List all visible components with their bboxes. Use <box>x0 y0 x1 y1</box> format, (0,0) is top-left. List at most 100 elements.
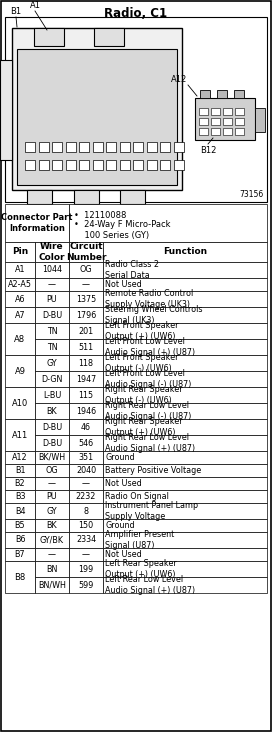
Bar <box>174 160 184 170</box>
Bar <box>103 403 267 419</box>
Bar <box>160 160 170 170</box>
Bar <box>103 278 267 291</box>
Text: Left Front Low Level
Audio Signal (+) (U87): Left Front Low Level Audio Signal (+) (U… <box>105 337 195 356</box>
Bar <box>35 464 69 477</box>
Text: B12: B12 <box>200 146 216 155</box>
Text: —: — <box>48 280 56 289</box>
Bar <box>103 371 267 387</box>
Bar <box>35 435 69 451</box>
Bar <box>25 142 35 152</box>
Text: Not Used: Not Used <box>105 479 142 488</box>
Text: GY: GY <box>47 507 57 515</box>
Text: GY: GY <box>47 359 57 367</box>
Text: Radio Class 2
Serial Data: Radio Class 2 Serial Data <box>105 261 159 280</box>
Text: 8: 8 <box>84 507 88 515</box>
Bar <box>103 519 267 532</box>
Bar <box>69 387 103 403</box>
Bar <box>103 503 267 519</box>
Text: 150: 150 <box>78 521 94 530</box>
Text: Wire
Color: Wire Color <box>39 242 65 262</box>
Bar <box>69 242 103 262</box>
Text: Right Rear Speaker
Output (-) (UW6): Right Rear Speaker Output (-) (UW6) <box>105 385 183 405</box>
Bar <box>103 355 267 371</box>
Text: Left Front Speaker
Output (+) (UW6): Left Front Speaker Output (+) (UW6) <box>105 321 178 340</box>
Bar <box>66 160 76 170</box>
Bar <box>92 160 103 170</box>
Bar <box>69 532 103 548</box>
Bar <box>103 451 267 464</box>
Bar <box>103 387 267 403</box>
Bar <box>5 419 35 451</box>
Bar <box>103 323 267 339</box>
Bar <box>35 323 69 339</box>
Bar <box>35 355 69 371</box>
Text: PU: PU <box>47 294 57 304</box>
Bar <box>69 464 103 477</box>
Text: —: — <box>82 479 90 488</box>
Text: 1796: 1796 <box>76 310 96 319</box>
Bar <box>35 307 69 323</box>
Bar <box>103 307 267 323</box>
Text: Left Front Low Level
Audio Signal (-) (U87): Left Front Low Level Audio Signal (-) (U… <box>105 370 191 389</box>
Text: A7: A7 <box>15 310 25 319</box>
Text: 73156: 73156 <box>240 190 264 199</box>
Bar <box>103 477 267 490</box>
Bar <box>69 548 103 561</box>
Bar <box>74 190 99 204</box>
Bar <box>27 190 52 204</box>
Bar <box>25 160 35 170</box>
Bar <box>133 142 143 152</box>
Bar <box>35 519 69 532</box>
Bar <box>199 118 208 125</box>
Bar <box>69 503 103 519</box>
Text: 351: 351 <box>78 453 94 462</box>
Text: B8: B8 <box>14 572 26 581</box>
Bar <box>119 142 129 152</box>
Text: B1: B1 <box>15 466 25 475</box>
Bar <box>199 108 208 115</box>
Bar <box>5 532 35 548</box>
Text: Instrument Panel Lamp
Supply Voltage: Instrument Panel Lamp Supply Voltage <box>105 501 198 520</box>
Bar <box>79 160 89 170</box>
Bar <box>69 519 103 532</box>
Text: 118: 118 <box>79 359 94 367</box>
Text: GY/BK: GY/BK <box>40 536 64 545</box>
Text: B6: B6 <box>15 536 25 545</box>
Bar <box>103 291 267 307</box>
Text: BK: BK <box>47 521 57 530</box>
Bar <box>39 142 48 152</box>
Bar <box>0 60 12 160</box>
Bar <box>5 204 69 242</box>
Bar <box>103 561 267 577</box>
Bar <box>119 160 129 170</box>
Bar <box>5 17 267 202</box>
Bar <box>199 128 208 135</box>
Bar <box>103 242 267 262</box>
Bar <box>160 142 170 152</box>
Bar <box>5 291 35 307</box>
Bar <box>35 532 69 548</box>
Bar <box>35 387 69 403</box>
Bar <box>69 451 103 464</box>
Bar <box>52 142 62 152</box>
Text: Right Rear Speaker
Output (+) (UW6): Right Rear Speaker Output (+) (UW6) <box>105 417 183 437</box>
Bar <box>5 387 35 419</box>
Bar <box>69 307 103 323</box>
Text: A10: A10 <box>12 398 28 408</box>
Text: B2: B2 <box>15 479 25 488</box>
Text: Ground: Ground <box>105 453 135 462</box>
Bar <box>69 339 103 355</box>
Bar <box>12 28 182 190</box>
Bar <box>5 477 35 490</box>
Bar <box>211 128 220 135</box>
Bar <box>223 108 232 115</box>
Text: PU: PU <box>47 492 57 501</box>
Bar <box>35 419 69 435</box>
Text: A12: A12 <box>171 75 187 84</box>
Text: OG: OG <box>80 266 92 274</box>
Bar <box>235 118 244 125</box>
Bar <box>69 204 267 242</box>
Text: B3: B3 <box>15 492 25 501</box>
Bar <box>223 118 232 125</box>
Text: Right Rear Low Level
Audio Signal (-) (U87): Right Rear Low Level Audio Signal (-) (U… <box>105 401 191 421</box>
